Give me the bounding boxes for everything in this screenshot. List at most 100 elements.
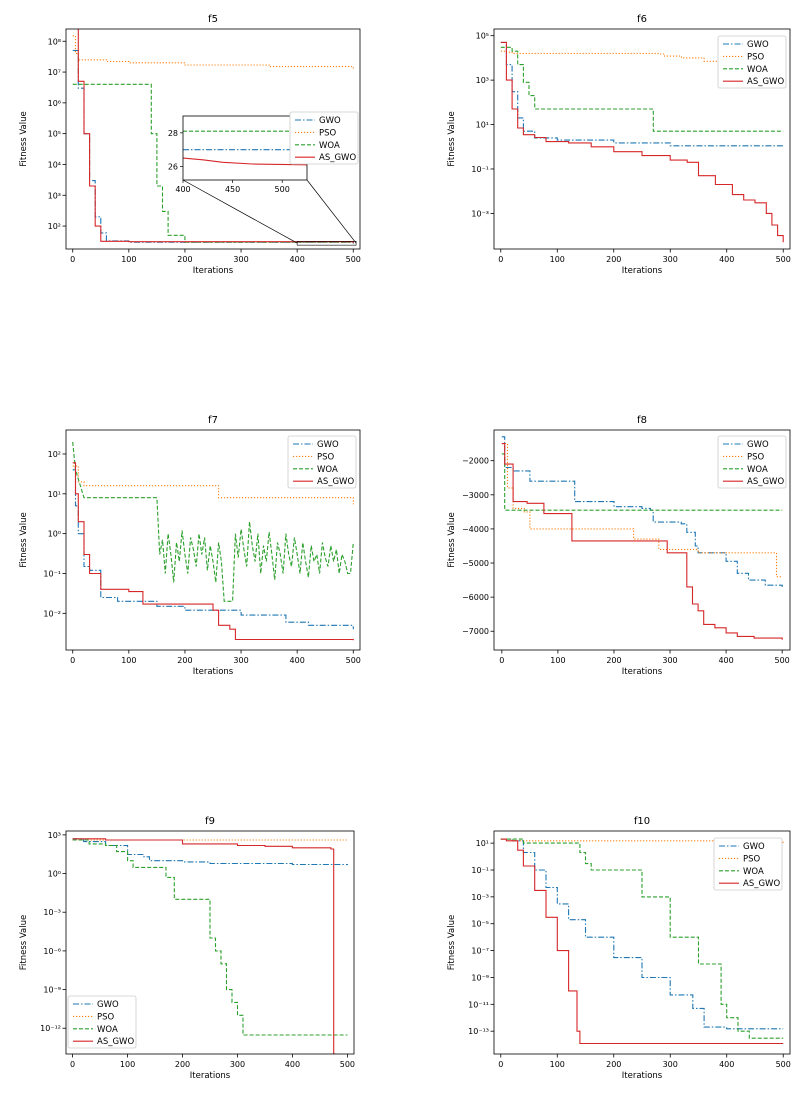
y-tick-label: 10³ [476, 76, 489, 85]
legend-label: GWO [97, 1000, 119, 1010]
x-tick-label: 100 [121, 656, 136, 665]
chart-f10: f10 0 100 200 300 400 500 10⁻¹³ 10⁻¹¹ 10⁻⁹ 10⁻⁷ 10⁻… [447, 816, 791, 1081]
chart-title: f10 [634, 816, 650, 827]
series-line-woa [500, 46, 784, 132]
series-group [500, 838, 784, 1045]
y-tick-label: 10⁴ [48, 160, 61, 169]
series-line-as-gwo [501, 443, 783, 640]
legend-label: WOA [317, 465, 338, 475]
plot-area [493, 830, 791, 1055]
y-tick-label: 10⁻⁷ [471, 947, 489, 956]
legend-label: GWO [747, 440, 769, 450]
x-tick-label: 300 [233, 656, 248, 665]
y-tick-label: 10⁻⁶ [43, 947, 61, 956]
y-tick-label: 10³ [48, 191, 61, 200]
x-tick-label: 200 [606, 1060, 621, 1069]
y-tick-label: 10⁻⁹ [43, 986, 61, 995]
y-tick-label: 10⁻¹ [471, 165, 489, 174]
chart-title: f9 [205, 816, 215, 827]
x-axis-label: Iterations [193, 667, 234, 677]
legend: GWO PSO WOA AS_GWO [67, 995, 137, 1049]
series-line-woa [72, 441, 354, 602]
legend-box [713, 837, 783, 891]
x-tick-label: 100 [550, 656, 565, 665]
legend-box [67, 995, 137, 1049]
x-tick-label: 400 [285, 1060, 300, 1069]
x-tick-label: 200 [177, 255, 192, 264]
y-tick-label: 10⁵ [476, 32, 489, 41]
inset-y-tick-label: 26 [168, 163, 178, 172]
x-tick-label: 300 [663, 1060, 678, 1069]
y-tick-label: 10⁶ [48, 99, 61, 108]
y-tick-label: 10⁻⁹ [471, 973, 489, 982]
x-tick-label: 300 [662, 656, 677, 665]
y-tick-label: 10⁻⁵ [471, 920, 489, 929]
plot-area [65, 28, 361, 250]
y-tick-label: 10⁻² [43, 609, 61, 618]
chart-f9: f9 0 100 200 300 400 500 10⁻¹² 10⁻⁹ 10⁻⁶ 10⁻³ 10⁰ 10… [19, 816, 355, 1081]
x-tick-label: 300 [230, 1060, 245, 1069]
y-tick-label: 10⁻³ [43, 908, 61, 917]
y-tick-label: 10² [48, 450, 61, 459]
x-tick-label: 0 [498, 1060, 503, 1069]
x-tick-label: 400 [290, 656, 305, 665]
y-axis-label: Fitness Value [447, 512, 457, 567]
series-group [72, 838, 348, 1054]
legend: GWO PSO WOA AS_GWO [287, 435, 357, 489]
zoom-region [296, 241, 357, 246]
y-tick-label: 10⁻³ [471, 893, 489, 902]
x-tick-label: 500 [346, 656, 361, 665]
legend-label: AS_GWO [317, 477, 354, 487]
inset-chart: 400 450 500 26 28 [168, 115, 308, 194]
legend-box [287, 435, 357, 489]
y-axis-label: Fitness Value [19, 111, 29, 166]
chart-title: f5 [208, 14, 218, 25]
inset-connector [182, 179, 298, 244]
x-tick-label: 0 [70, 1060, 75, 1069]
x-tick-label: 0 [499, 656, 504, 665]
inset-y-tick-label: 28 [168, 129, 178, 138]
legend-label: GWO [317, 440, 339, 450]
series-line-as-gwo [500, 41, 784, 243]
y-tick-label: 10⁰ [48, 530, 61, 539]
legend-box [289, 111, 359, 165]
y-tick-label: 10² [48, 222, 61, 231]
legend-label: PSO [97, 1012, 115, 1022]
chart-f6: f6 0 100 200 300 400 500 10⁻³ 10⁻¹ 10¹ 10³ 10⁵ Itera… [447, 14, 791, 276]
legend: GWO PSO WOA AS_GWO [713, 837, 783, 891]
legend-box [717, 35, 787, 89]
series-line-pso [500, 50, 784, 66]
plot-area [493, 28, 791, 250]
x-axis-label: Iterations [622, 266, 663, 276]
legend-label: AS_GWO [743, 879, 780, 889]
x-tick-label: 300 [663, 255, 678, 264]
y-axis-label: Fitness Value [19, 915, 29, 970]
x-tick-label: 0 [70, 255, 75, 264]
plot-area [65, 429, 361, 651]
series-line-woa [500, 838, 784, 1039]
y-tick-label: 10⁻¹¹ [468, 1000, 489, 1009]
legend-label: WOA [747, 65, 768, 75]
series-line-gwo [501, 436, 783, 587]
legend-label: GWO [747, 40, 769, 50]
x-tick-label: 300 [233, 255, 248, 264]
series-line-pso [72, 35, 354, 70]
x-tick-label: 500 [776, 1060, 791, 1069]
x-axis-label: Iterations [622, 667, 663, 677]
chart-title: f7 [208, 415, 218, 426]
chart-title: f6 [637, 14, 647, 25]
legend-label: AS_GWO [747, 77, 784, 87]
chart-f5: f5 0 100 200 300 400 500 10² 10³ 10⁴ 10⁵ 10⁶ 10⁷ 10⁸ I… [19, 14, 361, 276]
legend-label: GWO [743, 842, 765, 852]
x-tick-label: 500 [346, 255, 361, 264]
inset-connector [306, 179, 357, 244]
y-tick-label: −2000 [462, 457, 489, 466]
x-tick-label: 200 [177, 656, 192, 665]
series-line-pso [501, 443, 783, 578]
y-tick-label: 10⁸ [48, 37, 61, 46]
series-line-woa [72, 83, 354, 243]
x-tick-label: 200 [606, 255, 621, 264]
y-tick-label: 10¹ [476, 121, 489, 130]
series-line-gwo [72, 469, 354, 630]
